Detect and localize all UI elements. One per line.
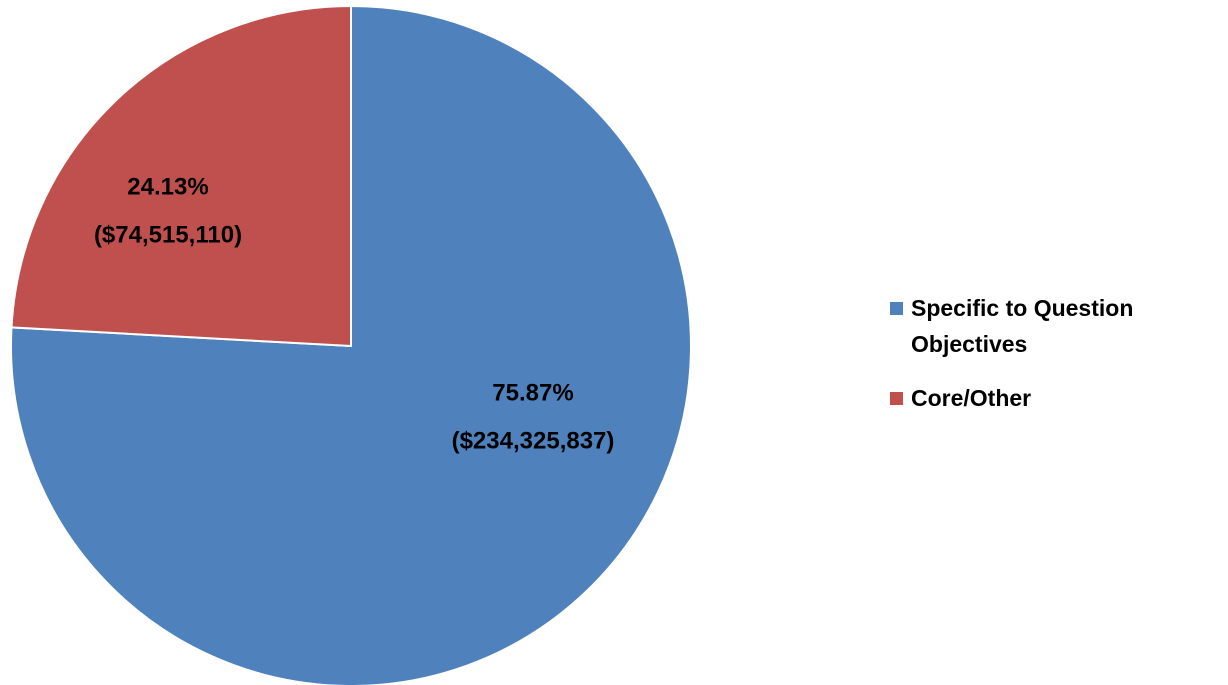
legend-label: Core/Other bbox=[911, 385, 1032, 411]
legend-swatch bbox=[890, 302, 903, 315]
legend-item: Core/Other bbox=[890, 380, 1220, 416]
legend-swatch bbox=[890, 392, 903, 405]
chart: 75.87% ($234,325,837) 24.13% ($74,515,110) bbox=[10, 4, 692, 685]
data-label: 24.13% bbox=[127, 173, 208, 200]
legend: Specific to Question Objectives Core/Othe… bbox=[890, 290, 1220, 434]
pie-slice bbox=[10, 4, 352, 348]
legend-item: Specific to Question Objectives bbox=[890, 290, 1220, 362]
amount-label: ($74,515,110) bbox=[94, 221, 242, 248]
data-label: 75.87% bbox=[492, 379, 573, 406]
legend-label: Specific to Question Objectives bbox=[911, 295, 1134, 357]
amount-label: ($234,325,837) bbox=[452, 427, 615, 454]
